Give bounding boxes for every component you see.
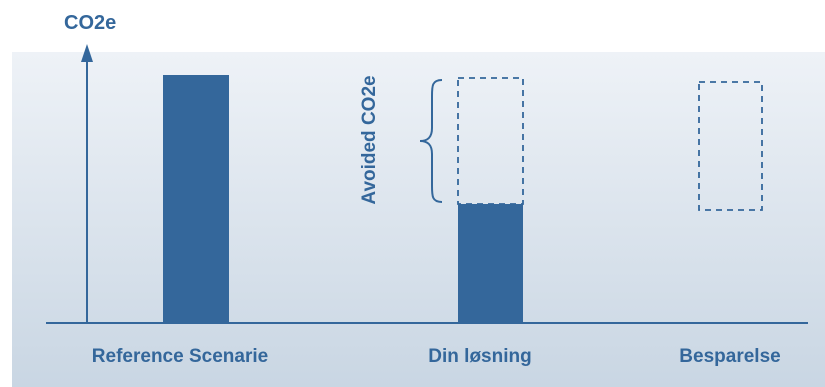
avoided-co2e-annotation: Avoided CO2e	[359, 75, 380, 204]
bar-besparelse-dashed-outline	[698, 81, 763, 211]
category-label-din-losning: Din løsning	[428, 346, 531, 367]
y-axis-arrow-icon	[81, 44, 93, 62]
bar-din-losning	[458, 204, 523, 323]
bar-din-losning-dashed-outline	[457, 77, 524, 205]
y-axis-label: CO2e	[64, 12, 116, 34]
bar-reference-scenarie	[163, 75, 229, 323]
diagram-background-panel	[12, 52, 825, 387]
category-label-besparelse: Besparelse	[679, 346, 780, 367]
brace-icon	[419, 79, 443, 203]
category-label-reference: Reference Scenarie	[92, 346, 268, 367]
